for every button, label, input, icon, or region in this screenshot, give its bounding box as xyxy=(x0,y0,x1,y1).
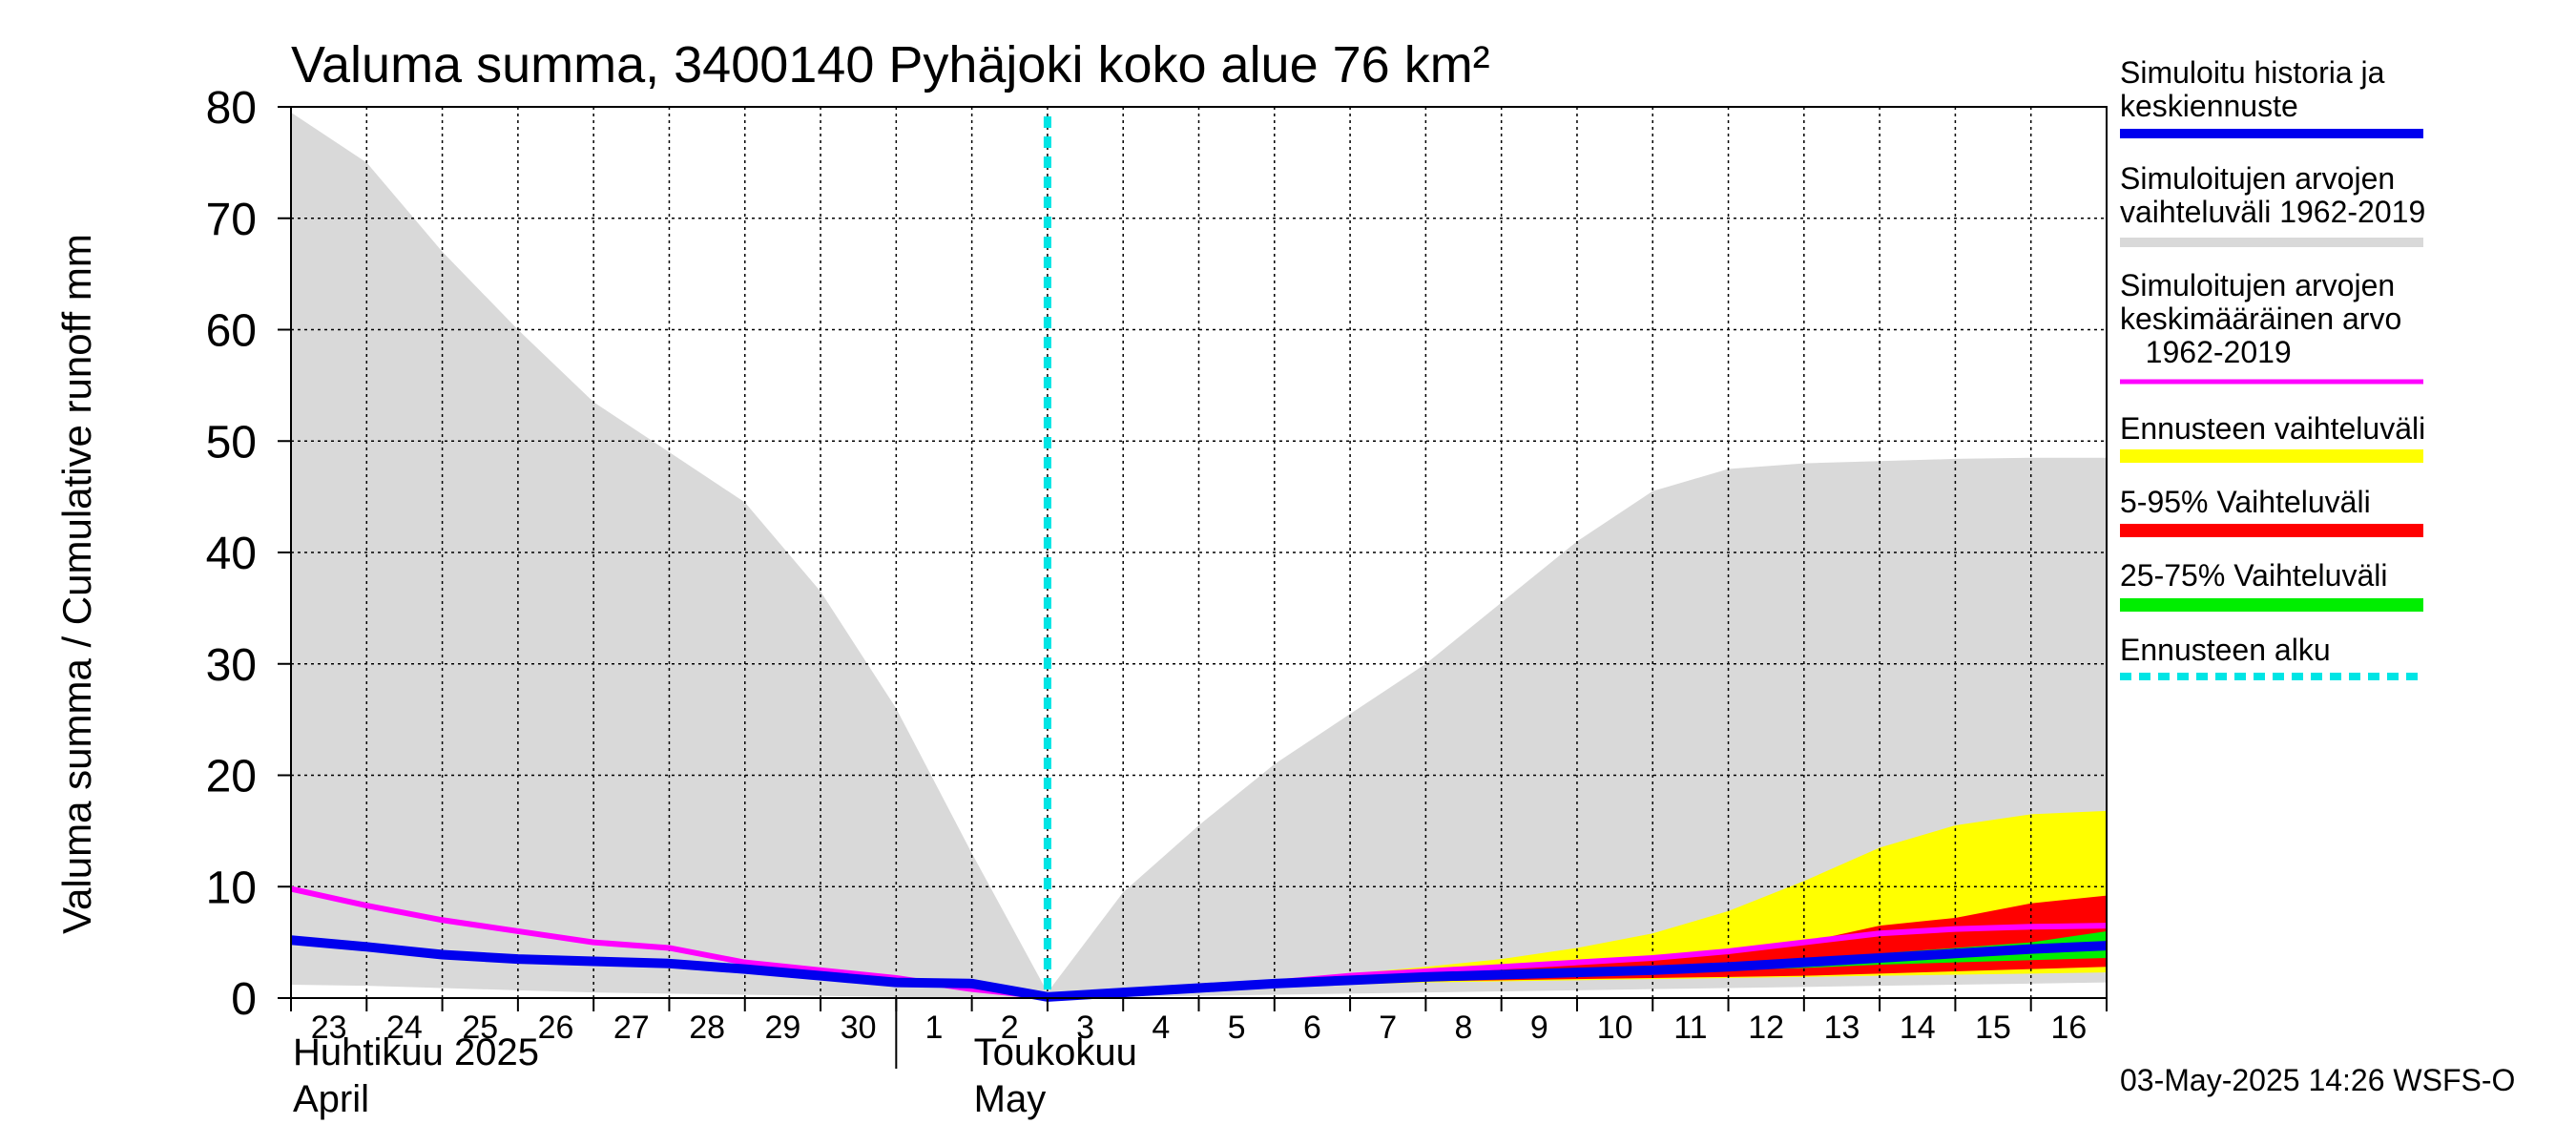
x-tick-label: 27 xyxy=(613,1010,650,1046)
y-tick-label: 50 xyxy=(206,417,257,468)
x-tick-label: 26 xyxy=(538,1010,574,1046)
x-tick-label: 25 xyxy=(462,1010,498,1046)
month-label-en: April xyxy=(293,1078,369,1120)
y-tick-label: 60 xyxy=(206,306,257,357)
legend-item: 5-95% Vaihteluväli xyxy=(2120,485,2423,537)
legend-label: Simuloitujen arvojen xyxy=(2120,268,2395,302)
x-tick-label: 13 xyxy=(1824,1010,1860,1046)
legend-item: 25-75% Vaihteluväli xyxy=(2120,558,2423,612)
legend-label: Ennusteen alku xyxy=(2120,633,2331,667)
x-tick-label: 29 xyxy=(764,1010,800,1046)
legend-label: 5-95% Vaihteluväli xyxy=(2120,485,2371,519)
x-tick-label: 30 xyxy=(841,1010,877,1046)
band-5-95-vaihteluv-li xyxy=(1047,895,2107,998)
x-tick-label: 14 xyxy=(1900,1010,1936,1046)
grid-lines xyxy=(291,107,2107,998)
legend: Simuloitu historia jakeskiennusteSimuloi… xyxy=(2120,55,2425,680)
x-tick-label: 8 xyxy=(1455,1010,1473,1046)
legend-label: 25-75% Vaihteluväli xyxy=(2120,558,2387,593)
series-lines xyxy=(290,116,2108,1002)
legend-item: Ennusteen alku xyxy=(2120,633,2423,680)
chart-title: Valuma summa, 3400140 Pyhäjoki koko alue… xyxy=(291,36,1490,94)
month-label-en: May xyxy=(974,1078,1047,1120)
y-axis-label: Valuma summa / Cumulative runoff mm xyxy=(54,234,99,934)
x-tick-label: 16 xyxy=(2050,1010,2087,1046)
y-tick-label: 0 xyxy=(231,974,257,1025)
x-tick-label: 4 xyxy=(1152,1010,1170,1046)
month-label: Toukokuu xyxy=(974,1031,1137,1073)
y-tick-label: 10 xyxy=(206,863,257,913)
x-tick-label: 9 xyxy=(1530,1010,1548,1046)
legend-label: Simuloitu historia ja xyxy=(2120,55,2385,90)
legend-label: Simuloitujen arvojen xyxy=(2120,161,2395,196)
y-tick-label: 80 xyxy=(206,83,257,134)
x-tick-label: 15 xyxy=(1975,1010,2011,1046)
legend-label: keskimääräinen arvo xyxy=(2120,302,2401,336)
legend-label: 1962-2019 xyxy=(2120,335,2292,369)
x-tick-label: 11 xyxy=(1673,1010,1707,1046)
x-tick-label: 23 xyxy=(311,1010,347,1046)
y-tick-label: 20 xyxy=(206,752,257,802)
x-axis-ticks: 23 24 25 26 27 28 29 30 1 2 3 4 5 6 7 8 9 10 11 12 13 14 15 16 xyxy=(290,998,2108,1046)
x-tick-label: 1 xyxy=(925,1010,944,1046)
y-tick-label: 30 xyxy=(206,640,257,691)
y-tick-label: 40 xyxy=(206,529,257,579)
legend-item: Ennusteen vaihteluväli xyxy=(2120,411,2425,463)
x-tick-label: 10 xyxy=(1597,1010,1633,1046)
line-simuloitu-historia-ja-keskiennuste xyxy=(290,935,2108,1002)
legend-label: keskiennuste xyxy=(2120,89,2298,123)
legend-label: vaihteluväli 1962-2019 xyxy=(2120,195,2425,229)
x-tick-label: 2 xyxy=(1001,1010,1019,1046)
x-tick-label: 6 xyxy=(1303,1010,1321,1046)
legend-label: Ennusteen vaihteluväli xyxy=(2120,411,2425,446)
x-tick-label: 12 xyxy=(1748,1010,1784,1046)
x-tick-label: 3 xyxy=(1076,1010,1094,1046)
footer-timestamp: 03-May-2025 14:26 WSFS-O xyxy=(2120,1063,2515,1097)
y-axis-ticks: 0 10 20 30 40 50 60 70 80 xyxy=(206,83,291,1025)
month-label: Huhtikuu 2025 xyxy=(293,1031,539,1073)
x-tick-label: 24 xyxy=(386,1010,423,1046)
month-labels: Huhtikuu 2025 April Toukokuu May xyxy=(293,998,1137,1120)
y-tick-label: 70 xyxy=(206,195,257,245)
x-tick-label: 5 xyxy=(1228,1010,1246,1046)
x-tick-label: 28 xyxy=(689,1010,725,1046)
x-tick-label: 7 xyxy=(1379,1010,1397,1046)
